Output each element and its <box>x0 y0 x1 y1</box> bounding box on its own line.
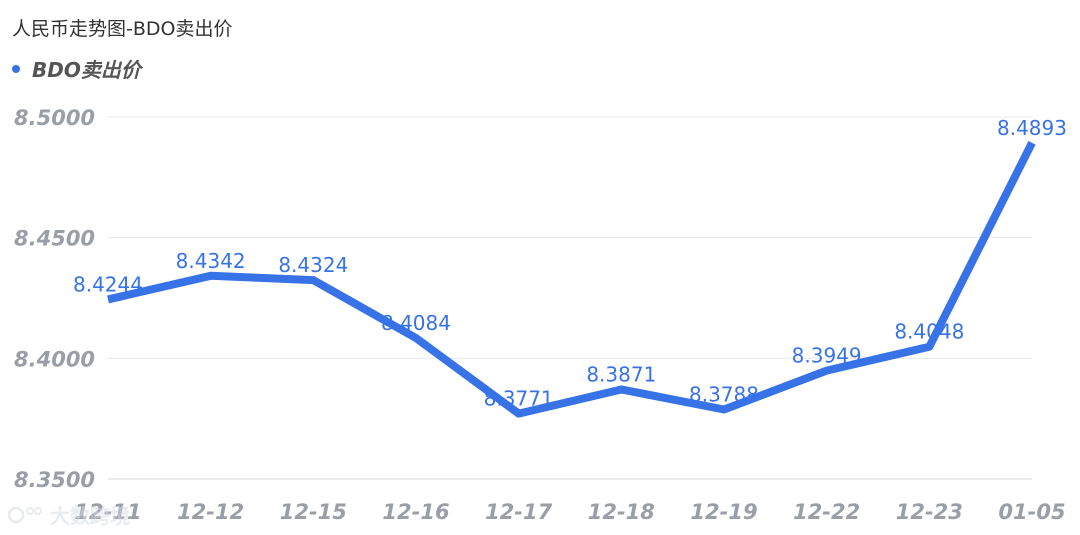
x-tick-label: 12-15 <box>280 500 347 524</box>
watermark: 大数跨境 <box>8 500 130 529</box>
series-line <box>107 141 1036 418</box>
chart-title: 人民币走势图-BDO卖出价 <box>12 18 233 40</box>
watermark-logo-icon <box>8 506 42 523</box>
data-label: 8.4893 <box>997 116 1067 140</box>
x-tick-label: 12-11 <box>74 500 141 524</box>
x-tick-label: 12-16 <box>382 500 449 524</box>
x-axis-ticks: 12-11 12-12 12-15 12-16 12-17 12-18 12-19 12-22… <box>74 500 1065 524</box>
x-tick-label: 12-23 <box>896 500 963 524</box>
legend-dot-icon <box>12 64 20 73</box>
x-tick-label: 12-12 <box>177 500 244 524</box>
y-tick-label: 8.3500 <box>14 468 95 492</box>
y-axis-ticks: 8.3500 8.4000 8.4500 8.5000 <box>14 106 95 492</box>
series-line-layer <box>107 141 1036 418</box>
data-label: 8.3871 <box>586 362 656 386</box>
data-label: 8.4324 <box>278 253 348 277</box>
data-labels: 8.4244 8.4342 8.4324 8.4084 8.3771 8.3871 8.37… <box>73 116 1067 411</box>
x-tick-label: 12-18 <box>588 500 655 524</box>
y-tick-label: 8.4500 <box>14 227 95 251</box>
data-label: 8.3949 <box>792 344 862 368</box>
y-tick-label: 8.4000 <box>14 347 95 371</box>
x-tick-label: 12-22 <box>793 500 860 524</box>
x-tick-label: 01-05 <box>998 500 1065 524</box>
data-label: 8.4342 <box>176 249 246 273</box>
data-label: 8.3788 <box>689 382 759 406</box>
legend-label: BDO卖出价 <box>32 58 141 82</box>
data-label: 8.4084 <box>381 311 451 335</box>
x-tick-label: 12-17 <box>485 500 553 524</box>
x-tick-label: 12-19 <box>690 500 757 524</box>
data-label: 8.4048 <box>894 320 964 344</box>
data-label: 8.4244 <box>73 272 143 296</box>
grid-lines <box>108 116 1032 480</box>
watermark-text: 大数跨境 <box>50 504 130 528</box>
y-tick-label: 8.5000 <box>14 106 95 130</box>
legend[interactable]: BDO卖出价 <box>12 54 141 83</box>
data-label: 8.3771 <box>484 387 554 411</box>
